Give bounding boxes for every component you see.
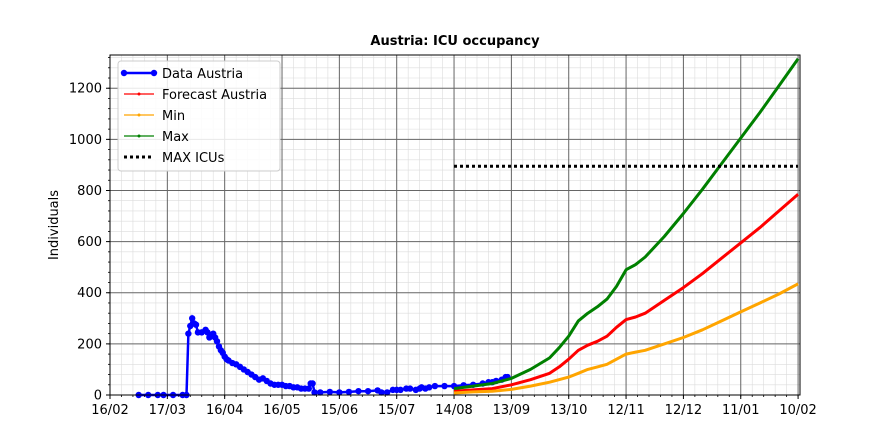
legend-item: Min [124,109,185,124]
legend-marker [120,69,128,77]
data-point [192,321,200,328]
chart-title: Austria: ICU occupancy [370,34,540,49]
data-point [425,384,433,391]
series-data-austria [135,314,511,399]
legend-box [117,60,281,172]
series-max [453,57,800,391]
data-point [188,315,196,322]
legend-label: Data Austria [162,67,243,82]
data-point [441,382,448,390]
legend-item: Max [124,130,189,145]
y-tick-label: 800 [77,184,102,199]
forecast-line [453,193,800,393]
legend-marker [137,134,141,138]
data-point [326,388,334,396]
x-tick-label: 12/11 [607,403,644,418]
legend-item: Data Austria [120,67,243,82]
data-point [406,385,414,392]
plot-frame [109,54,801,396]
data-point [213,338,221,345]
y-tick-label: 0 [94,389,102,404]
data-point [431,382,439,390]
y-tick-label: 1200 [69,82,102,97]
legend-item: Forecast Austria [124,88,267,103]
y-tick-label: 600 [77,235,102,250]
x-tick-label: 13/10 [550,403,587,418]
legend-label: Min [162,109,185,124]
legend-label: Max [162,130,189,145]
data-point [317,389,324,396]
data-point [185,330,192,337]
data-point [355,387,362,395]
legend-label: Forecast Austria [162,88,267,103]
data-point [345,388,353,396]
data-point [305,385,312,392]
x-tick-label: 14/08 [435,403,472,418]
series-min [453,282,799,395]
legend-marker [137,113,141,117]
data-point [309,380,316,387]
legend-marker [137,92,141,96]
legend-item: MAX ICUs [124,151,225,166]
data-point [397,386,404,394]
y-tick-label: 400 [77,286,102,301]
data-point [383,389,391,396]
x-axis-ticks: 16/02 17/03 16/04 16/05 15/06 15/07 14/08 13/09… [91,395,817,418]
x-tick-label: 15/06 [321,403,358,418]
y-axis-ticks: 0 200 400 600 800 1000 1200 [69,57,110,404]
data-point [364,387,372,395]
data-point [311,389,318,396]
x-tick-label: 13/09 [493,403,530,418]
x-tick-label: 16/04 [206,403,243,418]
legend-label: MAX ICUs [162,151,225,166]
forecast-line [453,57,800,391]
x-tick-label: 17/03 [149,403,186,418]
data-point [336,389,343,396]
x-tick-label: 16/05 [263,403,300,418]
y-tick-label: 1000 [69,133,102,148]
y-tick-label: 200 [77,337,102,352]
series-layer [135,57,800,399]
y-axis-label: Individuals [47,190,62,260]
x-tick-label: 15/07 [378,403,415,418]
series-forecast-austria [453,193,800,393]
x-tick-label: 11/01 [722,403,759,418]
data-point [378,389,385,396]
forecast-line [453,282,799,395]
x-tick-label: 10/02 [779,403,816,418]
x-tick-label: 16/02 [91,403,128,418]
x-tick-label: 12/12 [665,403,702,418]
legend: Data Austria Forecast Austria Min Max MAX IC… [117,60,281,172]
legend-marker [150,69,158,77]
